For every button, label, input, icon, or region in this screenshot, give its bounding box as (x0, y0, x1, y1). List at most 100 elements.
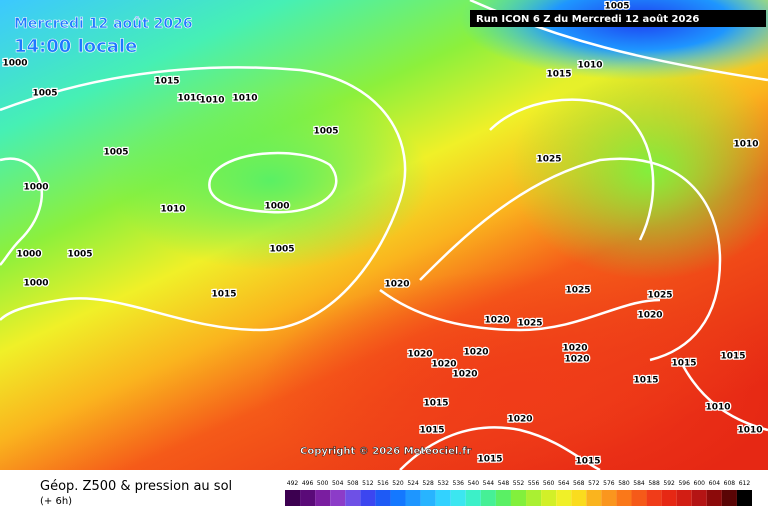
scale-swatch (646, 490, 662, 506)
scale-label: 584 (633, 480, 645, 487)
scale-label: 512 (362, 480, 374, 487)
scale-label: 600 (694, 480, 706, 487)
scale-label: 500 (317, 480, 329, 487)
scale-label: 548 (498, 480, 510, 487)
scale-swatch (360, 490, 376, 506)
isobar-label: 1015 (423, 399, 448, 409)
scale-swatch (586, 490, 602, 506)
isobar-label: 1025 (536, 155, 561, 165)
scale-label: 580 (618, 480, 630, 487)
isobar-label: 1025 (647, 291, 672, 301)
isobar-label: 1015 (671, 359, 696, 369)
scale-label: 564 (558, 480, 570, 487)
scale-label: 532 (437, 480, 449, 487)
color-scale: 492 496 500 504 508 512 516 520 524 528 532 536 540 5… (285, 480, 752, 506)
isobar-label: 1015 (211, 290, 236, 300)
isobar-label: 1025 (565, 286, 590, 296)
isobar-label: 1015 (575, 457, 600, 467)
scale-label: 492 (287, 480, 299, 487)
isobar-label: 1010 (705, 403, 730, 413)
scale-label: 612 (739, 480, 751, 487)
isobar-label: 1010 (737, 426, 762, 436)
scale-label: 504 (332, 480, 344, 487)
isobar-label: 1010 (199, 96, 224, 106)
isobar-label: 1005 (103, 148, 128, 158)
date: Mercredi 12 août 2026 (14, 16, 193, 32)
isobar-label: 1010 (232, 94, 257, 104)
isobar-label: 1025 (517, 319, 542, 329)
scale-swatch (315, 490, 331, 506)
isobar-label: 1000 (16, 250, 41, 260)
scale-label: 608 (724, 480, 736, 487)
field (110, 90, 430, 270)
scale-label: 604 (709, 480, 721, 487)
isobar-label: 1020 (407, 350, 432, 360)
time: 14:00 locale (14, 36, 137, 57)
field (260, 270, 768, 510)
scale-swatch (736, 490, 752, 506)
isobar-label: 1020 (507, 415, 532, 425)
isobar-label: 1005 (67, 250, 92, 260)
isobar-label: 1020 (564, 355, 589, 365)
scale-label: 560 (543, 480, 555, 487)
field (510, 60, 768, 280)
scale-label: 508 (347, 480, 359, 487)
scale-label: 524 (407, 480, 419, 487)
scale-swatch (556, 490, 572, 506)
scale-swatch (465, 490, 481, 506)
scale-swatch (450, 490, 466, 506)
isobar-label: 1005 (604, 2, 629, 12)
scale-label: 544 (483, 480, 495, 487)
scale-label: 536 (453, 480, 465, 487)
scale-swatch (300, 490, 316, 506)
scale-swatch (330, 490, 346, 506)
scale-label: 576 (603, 480, 615, 487)
scale-swatch (631, 490, 647, 506)
scale-swatch (616, 490, 632, 506)
scale-swatch (480, 490, 496, 506)
scale-label: 516 (377, 480, 389, 487)
scale-label: 592 (663, 480, 675, 487)
run-info: Run ICON 6 Z du Mercredi 12 août 2026 (476, 13, 699, 25)
isobar-label: 1020 (484, 316, 509, 326)
isobar-label: 1010 (160, 205, 185, 215)
scale-swatch (285, 490, 301, 506)
scale-swatch (661, 490, 677, 506)
isobar-label: 1005 (269, 245, 294, 255)
isobar-label: 1015 (546, 70, 571, 80)
scale-swatch (541, 490, 557, 506)
scale-swatch (721, 490, 737, 506)
isobar-label: 1020 (637, 311, 662, 321)
scale-swatch (526, 490, 542, 506)
isobar-label: 1020 (463, 348, 488, 358)
scale-swatch (571, 490, 587, 506)
run-box (470, 10, 766, 27)
scale-swatch (495, 490, 511, 506)
footer-step: (+ 6h) (40, 496, 72, 507)
scale-label: 520 (392, 480, 404, 487)
isobar-label: 1005 (313, 127, 338, 137)
scale-label: 588 (648, 480, 660, 487)
scale-swatch (405, 490, 421, 506)
isobar-label: 1015 (419, 426, 444, 436)
footer-title: Géop. Z500 & pression au sol (40, 479, 232, 494)
scale-label: 552 (513, 480, 525, 487)
scale-swatch (706, 490, 722, 506)
isobar-label: 1010 (577, 61, 602, 71)
scale-swatch (375, 490, 391, 506)
isobar-label: 1020 (452, 370, 477, 380)
isobar-label: 1000 (23, 279, 48, 289)
scale-label: 556 (528, 480, 540, 487)
isobar-label: 1000 (264, 202, 289, 212)
isobar-label: 1015 (720, 352, 745, 362)
scale-label: 540 (468, 480, 480, 487)
copyright: Copyright © 2026 Meteociel.fr (300, 446, 471, 457)
scale-swatch (510, 490, 527, 506)
scale-swatch (420, 490, 436, 506)
isobar-label: 1005 (32, 89, 57, 99)
scale-swatch (691, 490, 707, 506)
scale-label: 596 (678, 480, 690, 487)
scale-swatch (676, 490, 692, 506)
isobar-label: 1020 (562, 344, 587, 354)
scale-swatch (345, 490, 361, 506)
